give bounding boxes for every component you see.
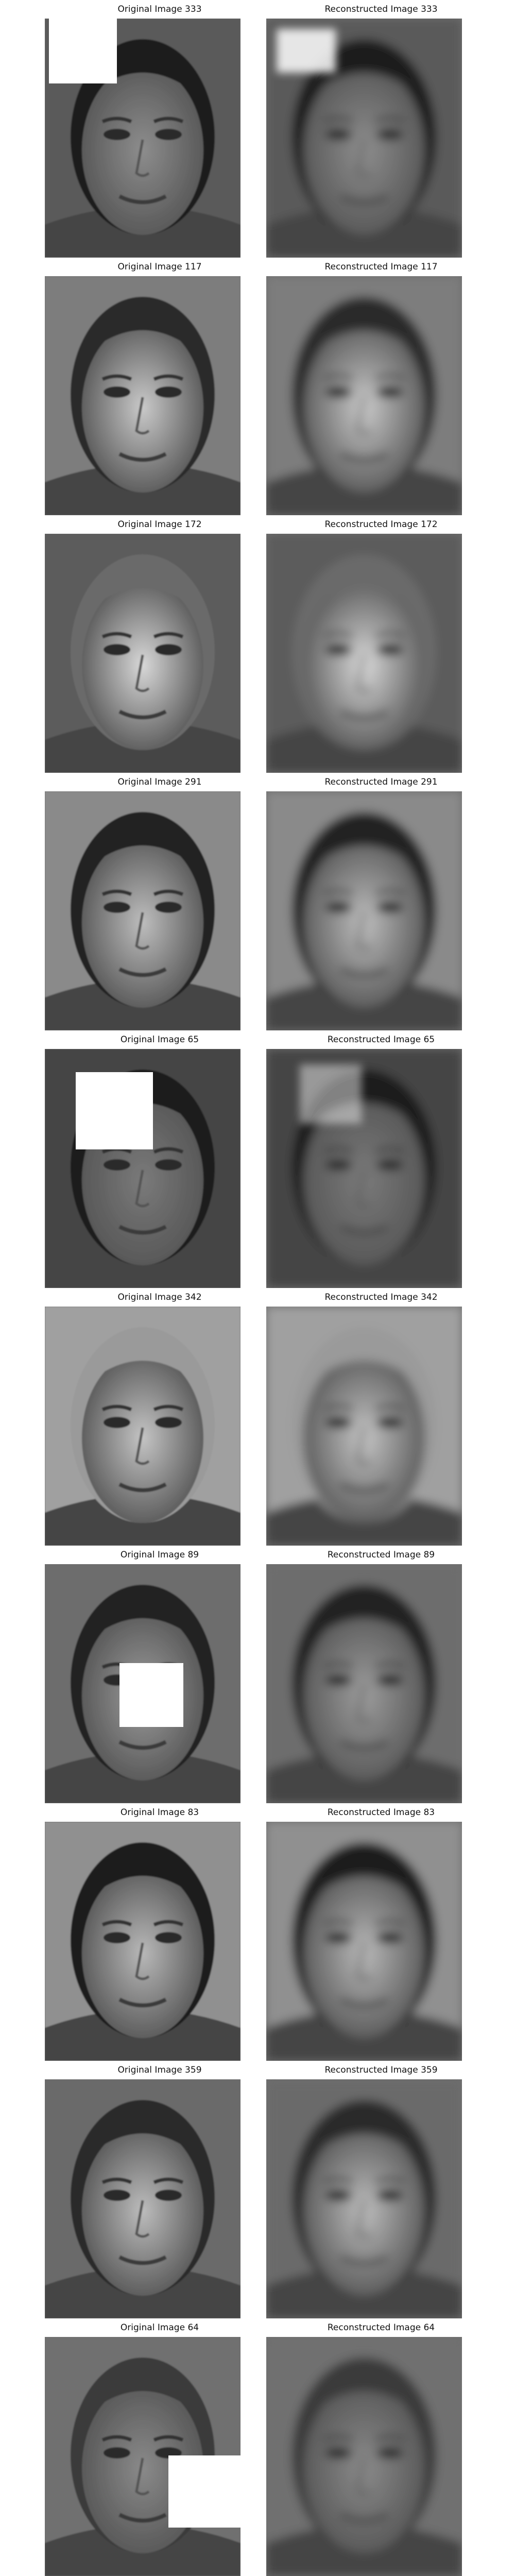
- original-image-title: Original Image 64: [120, 2323, 199, 2333]
- reconstructed-image-panel: Reconstructed Image 291: [260, 773, 502, 1030]
- original-face-image: [45, 1822, 241, 2061]
- original-face-image: [45, 791, 241, 1030]
- original-face-image: [45, 2079, 241, 2318]
- reconstructed-image-panel: Reconstructed Image 89: [260, 1546, 502, 1803]
- original-image-panel: Original Image 117: [39, 258, 281, 515]
- image-pair-row: Original Image 83 Reconstructed Image 83: [0, 1803, 515, 2061]
- reconstructed-image-title: Reconstructed Image 65: [327, 1035, 435, 1045]
- reconstructed-face-image: [266, 19, 462, 258]
- original-image-panel: Original Image 89: [39, 1546, 281, 1803]
- reconstructed-image-panel: Reconstructed Image 65: [260, 1030, 502, 1288]
- original-image-panel: Original Image 359: [39, 2061, 281, 2318]
- reconstructed-image-title: Reconstructed Image 333: [324, 4, 438, 14]
- reconstructed-mask-artifact: [300, 1064, 362, 1124]
- original-image-panel: Original Image 83: [39, 1803, 281, 2061]
- reconstructed-image-title: Reconstructed Image 83: [327, 1807, 435, 1818]
- reconstructed-image-panel: Reconstructed Image 359: [260, 2061, 502, 2318]
- image-pair-row: Original Image 333 Reconstructed Image 3…: [0, 0, 515, 258]
- image-pair-row: Original Image 89 Reconstructed Image 89: [0, 1546, 515, 1803]
- image-pair-row: Original Image 172 Reconstructed Image 1…: [0, 515, 515, 773]
- original-face-image: [45, 276, 241, 515]
- reconstructed-image-title: Reconstructed Image 342: [324, 1292, 438, 1302]
- reconstructed-face-image: [266, 2079, 462, 2318]
- original-image-panel: Original Image 342: [39, 1288, 281, 1546]
- original-image-title: Original Image 83: [120, 1807, 199, 1818]
- image-pair-row: Original Image 342 Reconstructed Image 3…: [0, 1288, 515, 1546]
- reconstructed-face-image: [266, 534, 462, 773]
- reconstructed-image-title: Reconstructed Image 172: [324, 519, 438, 530]
- image-pair-row: Original Image 64 Reconstructed Image 64: [0, 2318, 515, 2576]
- original-image-panel: Original Image 333: [39, 0, 281, 258]
- occlusion-mask: [76, 1072, 153, 1149]
- reconstructed-face-image: [266, 1564, 462, 1803]
- reconstructed-image-title: Reconstructed Image 64: [327, 2323, 435, 2333]
- reconstructed-face-image: [266, 1307, 462, 1546]
- original-image-panel: Original Image 172: [39, 515, 281, 773]
- reconstructed-image-title: Reconstructed Image 359: [324, 2065, 438, 2075]
- reconstructed-image-panel: Reconstructed Image 172: [260, 515, 502, 773]
- image-pair-row: Original Image 291 Reconstructed Image 2…: [0, 773, 515, 1030]
- original-image-title: Original Image 65: [120, 1035, 199, 1045]
- reconstructed-mask-artifact: [277, 29, 336, 73]
- original-image-title: Original Image 172: [117, 519, 202, 530]
- reconstructed-image-title: Reconstructed Image 89: [327, 1550, 435, 1560]
- reconstructed-image-panel: Reconstructed Image 333: [260, 0, 502, 258]
- reconstructed-face-image: [266, 2337, 462, 2576]
- occlusion-mask: [168, 2455, 241, 2528]
- reconstructed-image-panel: Reconstructed Image 64: [260, 2318, 502, 2576]
- image-pair-row: Original Image 117 Reconstructed Image 1…: [0, 258, 515, 515]
- original-face-image: [45, 2337, 241, 2576]
- original-image-title: Original Image 291: [117, 777, 202, 787]
- reconstructed-face-image: [266, 791, 462, 1030]
- original-face-image: [45, 1564, 241, 1803]
- reconstructed-image-title: Reconstructed Image 117: [324, 262, 438, 272]
- original-face-image: [45, 534, 241, 773]
- original-image-title: Original Image 333: [117, 4, 202, 14]
- original-image-title: Original Image 359: [117, 2065, 202, 2075]
- original-face-image: [45, 1049, 241, 1288]
- original-image-panel: Original Image 291: [39, 773, 281, 1030]
- reconstructed-face-image: [266, 276, 462, 515]
- original-image-panel: Original Image 65: [39, 1030, 281, 1288]
- original-face-image: [45, 19, 241, 258]
- reconstructed-image-panel: Reconstructed Image 342: [260, 1288, 502, 1546]
- original-image-title: Original Image 117: [117, 262, 202, 272]
- original-image-title: Original Image 342: [117, 1292, 202, 1302]
- reconstructed-image-panel: Reconstructed Image 117: [260, 258, 502, 515]
- reconstructed-face-image: [266, 1822, 462, 2061]
- reconstructed-image-panel: Reconstructed Image 83: [260, 1803, 502, 2061]
- reconstructed-face-image: [266, 1049, 462, 1288]
- occlusion-mask: [49, 19, 117, 83]
- occlusion-mask: [119, 1663, 183, 1727]
- original-image-title: Original Image 89: [120, 1550, 199, 1560]
- image-pair-row: Original Image 65 Reconstructed Image 65: [0, 1030, 515, 1288]
- original-image-panel: Original Image 64: [39, 2318, 281, 2576]
- reconstructed-image-title: Reconstructed Image 291: [324, 777, 438, 787]
- image-pair-row: Original Image 359 Reconstructed Image 3…: [0, 2061, 515, 2318]
- original-face-image: [45, 1307, 241, 1546]
